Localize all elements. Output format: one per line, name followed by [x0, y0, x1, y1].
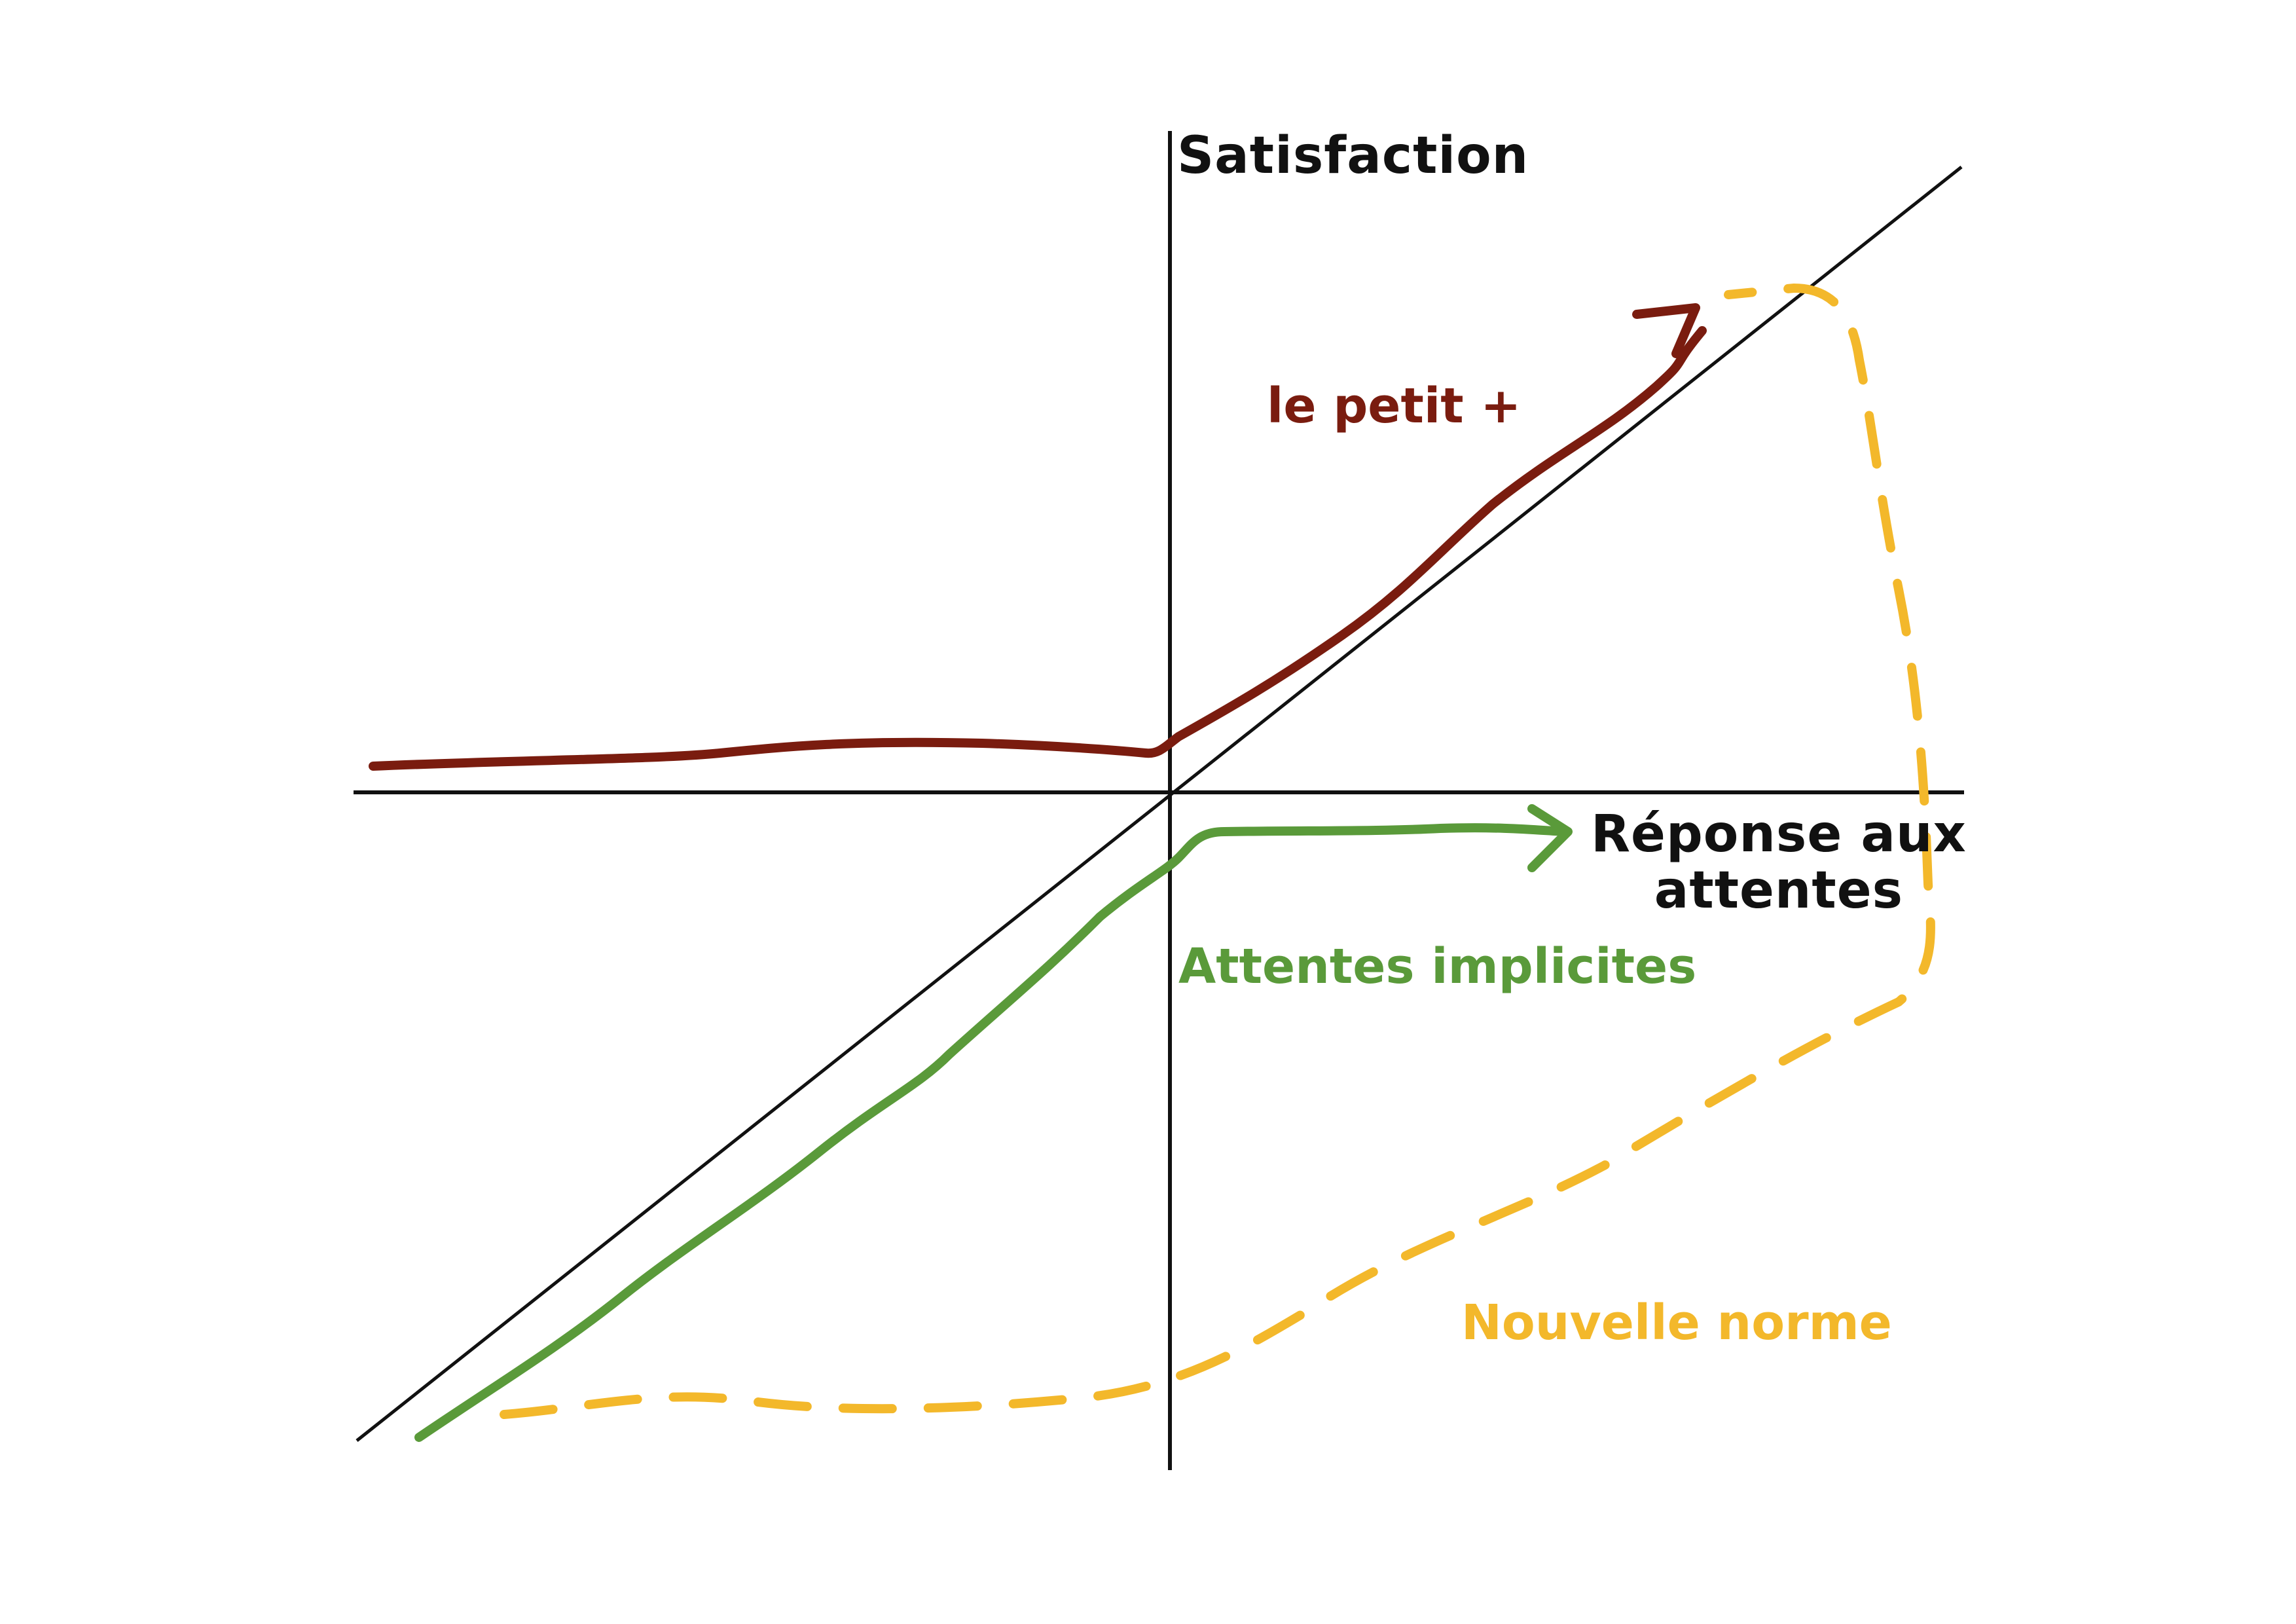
- implicites-arrowhead: [1527, 804, 1573, 872]
- diagonal-reference-line: [355, 166, 1963, 1442]
- implicites-curve: [414, 823, 1569, 1442]
- petit-plus-curve: [369, 326, 1707, 771]
- x-axis-label: Réponse aux attentes: [1591, 805, 1967, 920]
- x-axis-label-line2: attentes: [1654, 860, 1904, 920]
- y-axis-label: Satisfaction: [1177, 126, 1529, 185]
- nouvelle-norme-label: Nouvelle norme: [1461, 1295, 1892, 1351]
- nouvelle-norme-curve: [500, 283, 1935, 1419]
- implicites-label: Attentes implicites: [1178, 938, 1697, 995]
- petit-plus-label: le petit +: [1267, 378, 1522, 434]
- x-axis-label-line1: Réponse aux: [1591, 805, 1967, 864]
- petit-plus-arrowhead: [1632, 303, 1700, 358]
